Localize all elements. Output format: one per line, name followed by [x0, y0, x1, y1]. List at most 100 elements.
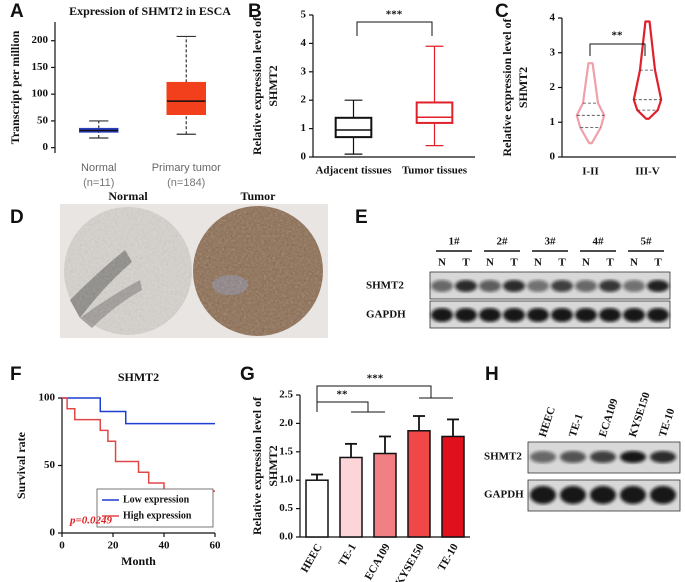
x-tick-label: Normal	[81, 162, 116, 174]
y-tick-label: 1	[550, 116, 556, 128]
lane-label: KYSE150	[627, 390, 653, 438]
y-tick-label: 5	[301, 9, 307, 21]
sublane-label: N	[630, 257, 638, 269]
bar	[339, 456, 363, 538]
blot-band	[575, 308, 597, 322]
x-tick-label: KYSE150	[393, 541, 427, 582]
blot-band	[551, 280, 573, 292]
significance-label: **	[337, 389, 349, 401]
row-label: SHMT2	[484, 451, 522, 463]
lane-label: ECA109	[597, 397, 621, 439]
sublane-label: N	[438, 257, 446, 269]
y-tick-label: 1.0	[279, 474, 293, 486]
lane-label: 4#	[593, 236, 605, 248]
y-axis-label: SHMT2	[516, 67, 530, 108]
y-tick-label: 0	[550, 151, 556, 163]
x-tick-label: Tumor tissues	[402, 165, 468, 177]
bar	[441, 435, 465, 538]
blot-band	[650, 451, 676, 463]
row-label: GAPDH	[484, 489, 524, 501]
significance-bracket	[356, 21, 433, 36]
lane-label: 2#	[497, 236, 509, 248]
blot-band	[599, 308, 621, 322]
y-tick-label: 1	[301, 122, 307, 134]
blot-band	[575, 280, 597, 292]
survival-curve	[62, 397, 215, 425]
panel-label: D	[10, 207, 24, 228]
y-tick-label: 1.5	[279, 445, 293, 457]
blot-band	[431, 280, 453, 292]
x-tick-label: I-II	[582, 166, 599, 178]
ihc-texture	[193, 206, 323, 336]
blot-band	[503, 308, 525, 322]
blot-band	[503, 280, 525, 292]
x-tick-label: ECA109	[363, 541, 394, 582]
x-axis-label: Month	[121, 554, 156, 568]
blot-band	[647, 280, 669, 292]
significance-label: **	[612, 30, 624, 42]
y-tick-label: 0	[301, 151, 307, 163]
y-tick-label: 2.5	[279, 389, 293, 401]
lane-label: 1#	[449, 236, 461, 248]
y-tick-label: 3	[301, 65, 307, 77]
sublane-label: N	[534, 257, 542, 269]
lane-label: 5#	[641, 236, 653, 248]
blot-band	[560, 451, 586, 463]
blot-band	[620, 451, 646, 463]
box	[415, 101, 454, 124]
lane-label: 3#	[545, 236, 557, 248]
y-tick-label: 2	[301, 94, 307, 106]
blot-band	[527, 308, 549, 322]
blot-band	[530, 451, 556, 463]
blot-band	[530, 486, 556, 504]
x-tick-label: 20	[108, 540, 120, 552]
blot-band	[599, 280, 621, 292]
panel-label: H	[485, 364, 499, 385]
lane-label: TE-1	[567, 412, 586, 438]
x-tick-label: HEEC	[299, 542, 325, 575]
blot-band	[455, 280, 477, 292]
blot-band	[560, 486, 586, 504]
significance-bracket	[316, 385, 432, 402]
sublane-label: T	[462, 257, 470, 269]
blot-band	[620, 486, 646, 504]
y-tick-label: 4	[550, 12, 556, 24]
blot-band	[590, 451, 616, 463]
y-tick-label: 200	[32, 34, 49, 46]
sublane-label: T	[606, 257, 614, 269]
panel-label: A	[10, 1, 24, 22]
panel-label: B	[248, 1, 262, 22]
blot-band	[551, 308, 573, 322]
y-axis-label: Relative expression level of	[250, 16, 264, 155]
blot-band	[455, 308, 477, 322]
x-tick-label: TE-1	[336, 542, 358, 569]
y-axis-label: Relative expression level of	[500, 17, 514, 156]
x-tick-note: (n=11)	[83, 177, 114, 189]
y-axis-label: Transcript per million	[8, 30, 22, 144]
y-tick-label: 100	[39, 392, 56, 404]
blot-band	[527, 280, 549, 292]
box	[334, 116, 373, 139]
panel-label: E	[355, 207, 368, 228]
sublane-label: T	[654, 257, 662, 269]
ihc-texture	[64, 207, 192, 335]
y-tick-label: 50	[44, 459, 56, 471]
row-label: GAPDH	[366, 309, 406, 321]
legend-box	[96, 488, 214, 528]
blot-band	[647, 308, 669, 322]
y-tick-label: 3	[550, 46, 556, 58]
y-axis-label: Relative expression level of	[250, 396, 264, 535]
p-value: p=0.0249	[69, 515, 113, 527]
chart-title: SHMT2	[118, 370, 159, 384]
x-tick-label: 60	[210, 540, 222, 552]
image-label: Tumor	[241, 189, 277, 203]
chart-title: Expression of SHMT2 in ESCA	[69, 4, 231, 18]
y-tick-label: 50	[37, 114, 49, 126]
y-tick-label: 0	[43, 141, 49, 153]
x-tick-label: Primary tumor	[152, 162, 221, 174]
y-axis-label: SHMT2	[266, 65, 280, 106]
box	[166, 81, 206, 116]
blot-band	[479, 308, 501, 322]
sublane-label: N	[582, 257, 590, 269]
